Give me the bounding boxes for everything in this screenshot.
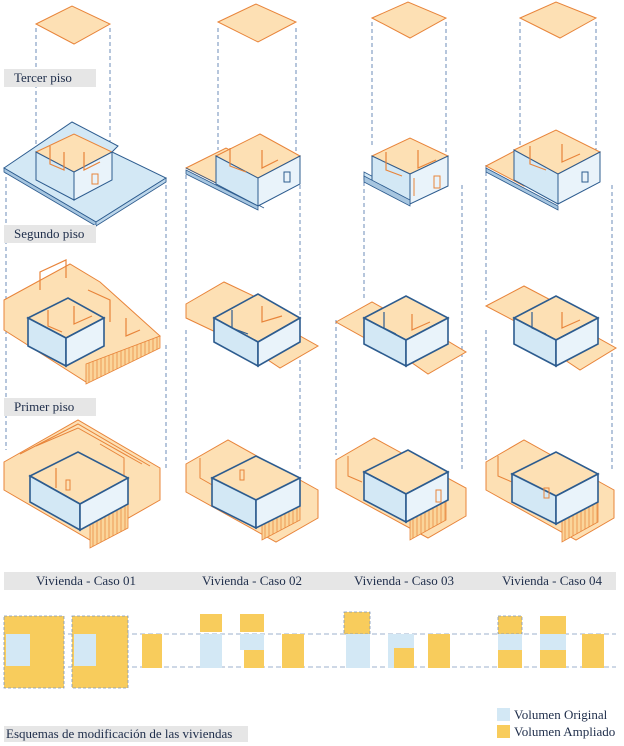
legend-ampliado-label: Volumen Ampliado (514, 723, 616, 739)
scheme-case02 (200, 614, 304, 668)
case01-level3 (3, 121, 168, 227)
legend-original: Volumen Original (497, 707, 607, 722)
guide-lines (5, 22, 613, 470)
case02-level2 (185, 281, 320, 369)
case03-level1 (335, 437, 467, 541)
case-label-03: Vivienda - Caso 03 (354, 573, 454, 588)
floor-label-primer: Primer piso (4, 398, 96, 416)
case02-level3 (184, 133, 302, 211)
scheme-case04 (497, 615, 604, 668)
legend-ampliado: Volumen Ampliado (497, 724, 615, 739)
case-label-bar (4, 572, 616, 590)
roof-slabs (34, 1, 598, 45)
case02-level1 (185, 439, 319, 543)
case-label-01: Vivienda - Caso 01 (36, 573, 136, 588)
floor-label-tercer: Tercer piso (4, 69, 96, 87)
scheme-case03 (343, 611, 450, 668)
scheme-guides (4, 633, 616, 668)
floor-label-segundo: Segundo piso (4, 225, 96, 243)
case01-level2 (3, 259, 161, 385)
case-label-02: Vivienda - Caso 02 (202, 573, 302, 588)
schemes-title: Esquemas de modificación de las vivienda… (4, 726, 248, 742)
case04-level1 (485, 439, 615, 543)
legend-ampliado-swatch (497, 725, 510, 738)
scheme-case01 (3, 615, 162, 689)
case01-level1 (3, 419, 161, 549)
legend-original-label: Volumen Original (514, 706, 608, 722)
case04-level2 (484, 285, 617, 371)
case-label-04: Vivienda - Caso 04 (502, 573, 602, 588)
legend-original-swatch (497, 708, 510, 721)
case03-level3 (363, 137, 450, 207)
case04-level3 (484, 129, 602, 211)
case03-level2 (334, 295, 467, 375)
